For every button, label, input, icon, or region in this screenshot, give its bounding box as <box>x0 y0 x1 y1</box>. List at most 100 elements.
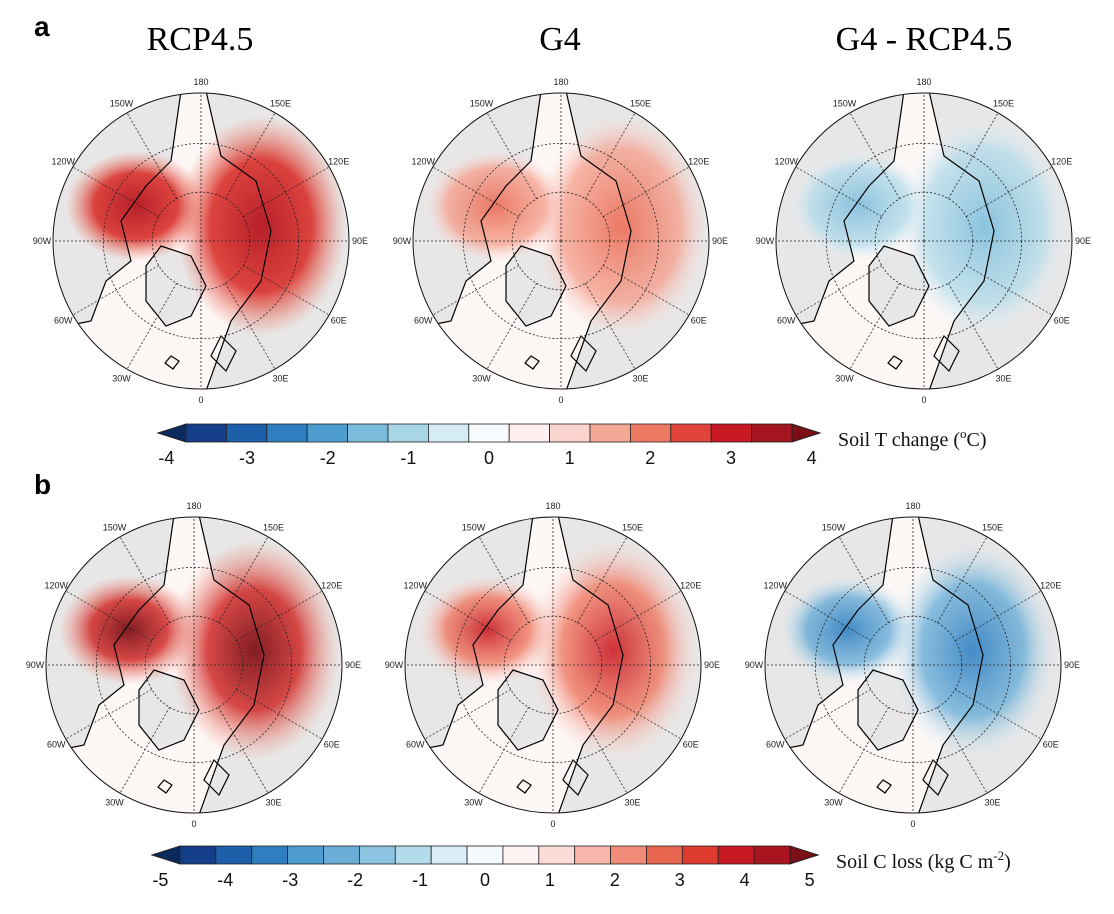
meridian-line <box>966 166 1053 217</box>
north-america-anomaly <box>66 151 206 261</box>
coastline <box>557 517 624 813</box>
colorbar-tick-label: -1 <box>412 870 428 890</box>
meridian-line <box>432 166 519 217</box>
colorbar-swatch <box>610 845 647 865</box>
map-rcp45-carbon: 180 150E 120E 90E 60E 30E 0 30W 60W 90W 120W 150W <box>26 501 361 829</box>
longitude-label: 150E <box>982 522 1003 532</box>
meridian-line <box>948 283 999 370</box>
longitude-label: 180 <box>905 501 920 511</box>
coastline <box>413 93 542 332</box>
eurasia-anomaly <box>536 116 706 336</box>
longitude-label: 90E <box>345 660 361 670</box>
panel-b-label: b <box>34 469 51 500</box>
coastline <box>922 758 949 797</box>
meridian-line <box>795 166 882 217</box>
colorbar-swatch <box>387 423 429 443</box>
map-diff-carbon: 180 150E 120E 90E 60E 30E 0 30W 60W 90W 120W 150W <box>745 501 1080 829</box>
longitude-label: 90E <box>712 236 728 246</box>
coastline <box>933 334 960 373</box>
longitude-label: 150E <box>993 98 1014 108</box>
longitude-label: 30E <box>632 374 648 384</box>
meridian-line <box>243 265 330 316</box>
coastline <box>565 93 632 389</box>
colorbar-soil-carbon: -5 -4 -3 -2 -1 0 1 2 3 4 5 <box>150 845 820 890</box>
colorbar-max-arrow <box>789 845 820 865</box>
coastline <box>46 517 175 756</box>
longitude-label: 120E <box>328 157 349 167</box>
map-boundary <box>775 92 1073 390</box>
north-america-anomaly <box>426 151 566 261</box>
colorbar-swatch <box>549 423 591 443</box>
longitude-label: 30E <box>624 798 640 808</box>
longitude-label: 150E <box>270 98 291 108</box>
colorbar-swatch <box>646 845 683 865</box>
colorbar-swatch <box>538 845 576 865</box>
longitude-label: 150E <box>630 98 651 108</box>
colorbar-swatch <box>630 423 672 443</box>
coastline <box>198 517 265 813</box>
coastline <box>868 245 930 327</box>
coastline <box>570 334 597 373</box>
coastline <box>887 355 903 370</box>
longitude-label: 90W <box>745 660 764 670</box>
longitude-label: 30W <box>472 374 491 384</box>
longitude-label: 0 <box>191 819 196 829</box>
meridian-line <box>585 283 636 370</box>
map-diff-temp: 180 150E 120E 90E 60E 30E 0 30W 60W 90W 120W 150W <box>756 77 1091 405</box>
meridian-line <box>65 689 152 740</box>
eurasia-anomaly <box>528 540 698 760</box>
colorbar-swatch <box>574 845 611 865</box>
longitude-label: 180 <box>186 501 201 511</box>
coastline <box>857 669 919 751</box>
north-america-anomaly <box>59 575 199 685</box>
colorbar-swatch <box>287 845 324 865</box>
coastline <box>765 517 894 756</box>
coastline <box>562 758 589 797</box>
longitude-label: 120E <box>688 157 709 167</box>
meridian-line <box>595 590 682 641</box>
longitude-label: 150W <box>103 522 127 532</box>
longitude-label: 30E <box>265 798 281 808</box>
eurasia-anomaly <box>899 116 1069 336</box>
meridian-line <box>126 112 177 199</box>
coastline <box>164 355 180 370</box>
longitude-label: 150W <box>462 522 486 532</box>
colorbar-swatch <box>508 423 551 443</box>
longitude-label: 120W <box>775 157 799 167</box>
longitude-label: 90E <box>704 660 720 670</box>
longitude-label: 60W <box>777 316 796 326</box>
longitude-label: 60E <box>1054 316 1070 326</box>
longitude-label: 30W <box>824 798 843 808</box>
map-boundary <box>52 92 350 390</box>
meridian-line <box>849 112 900 199</box>
colorbar-tick-label: 4 <box>740 870 750 890</box>
longitude-label: 60W <box>766 740 785 750</box>
colorbar-tick-label: 2 <box>610 870 620 890</box>
meridian-line <box>72 166 159 217</box>
longitude-label: 90W <box>393 236 412 246</box>
map-boundary <box>764 516 1062 814</box>
longitude-label: 90W <box>385 660 404 670</box>
colorbar-swatch <box>589 423 631 443</box>
longitude-label: 60E <box>331 316 347 326</box>
coastline <box>876 779 892 794</box>
meridian-line <box>65 590 152 641</box>
longitude-label: 90W <box>26 660 45 670</box>
longitude-label: 30W <box>112 374 131 384</box>
meridian-line <box>478 536 529 623</box>
colorbar-swatch <box>502 845 540 865</box>
longitude-label: 60W <box>414 316 433 326</box>
north-america-anomaly <box>778 575 918 685</box>
map-rcp45-temp: 180 150E 120E 90E 60E 30E 0 30W 60W 90W 120W 150W <box>33 77 368 405</box>
colorbar-tick-label: 2 <box>645 448 655 468</box>
eurasia-anomaly <box>176 116 346 336</box>
colorbar-swatch <box>323 845 360 865</box>
coastline <box>157 779 173 794</box>
map-g4-carbon: 180 150E 120E 90E 60E 30E 0 30W 60W 90W 120W 150W <box>385 501 720 829</box>
meridian-line <box>838 707 889 794</box>
colorbar-tick-label: -1 <box>400 448 416 468</box>
meridian-line <box>948 112 999 199</box>
colorbar-swatch <box>215 845 253 865</box>
colorbar-tick-label: 0 <box>480 870 490 890</box>
longitude-label: 60E <box>691 316 707 326</box>
